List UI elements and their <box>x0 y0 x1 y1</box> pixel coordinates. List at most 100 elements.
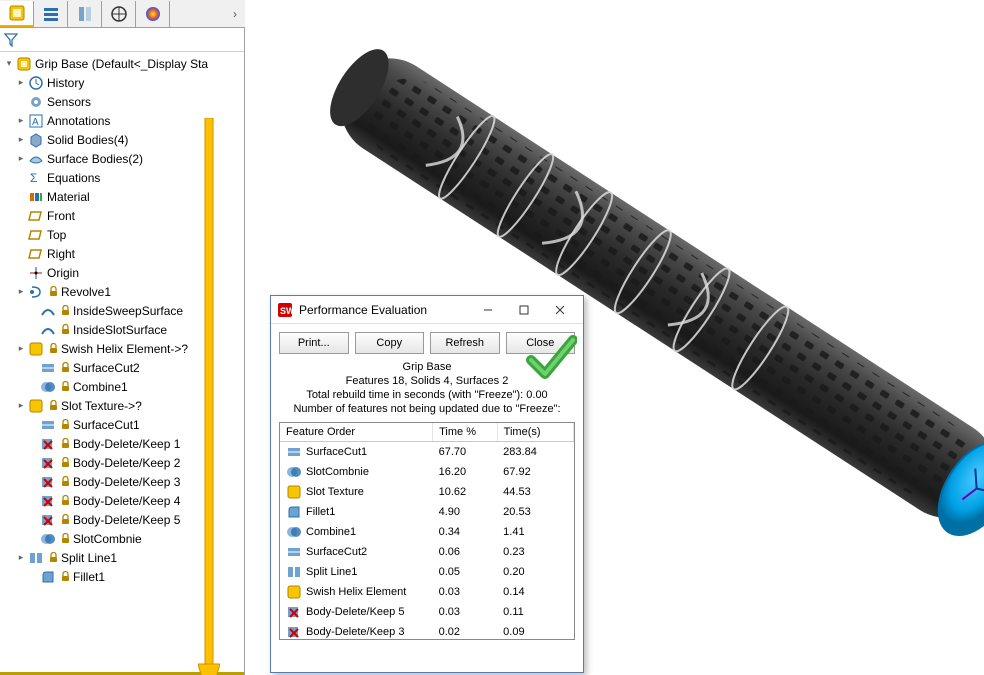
svg-text:Σ: Σ <box>30 171 37 185</box>
copy-button[interactable]: Copy <box>355 332 425 354</box>
tree-item[interactable]: ▸ Surface Bodies(2) <box>2 149 244 168</box>
sweep-icon <box>40 322 56 338</box>
tab-display-manager[interactable] <box>136 1 170 27</box>
sensor-icon <box>28 94 44 110</box>
plane-icon <box>28 246 44 262</box>
table-row[interactable]: Split Line10.050.20 <box>280 562 574 582</box>
tree-item[interactable]: SurfaceCut2 <box>2 358 244 377</box>
tree-item[interactable]: Top <box>2 225 244 244</box>
tree-item[interactable]: ▸Revolve1 <box>2 282 244 301</box>
split-icon <box>28 550 44 566</box>
tree-root[interactable]: ▾Grip Base (Default<_Display Sta <box>2 54 244 73</box>
table-row[interactable]: Fillet14.9020.53 <box>280 502 574 522</box>
expand-toggle[interactable]: ▸ <box>16 343 26 354</box>
window-close[interactable] <box>543 299 577 321</box>
origin-icon <box>28 265 44 281</box>
history-icon <box>28 75 44 91</box>
tab-dimxpert[interactable] <box>102 1 136 27</box>
table-row[interactable]: Slot Texture10.6244.53 <box>280 482 574 502</box>
tab-feature-tree[interactable] <box>0 1 34 27</box>
tree-item-label: Split Line1 <box>61 551 117 565</box>
tree-item[interactable]: Combine1 <box>2 377 244 396</box>
tree-item-label: Combine1 <box>73 380 128 394</box>
lock-icon <box>47 552 59 564</box>
filter-icon[interactable] <box>4 33 18 47</box>
table-row[interactable]: SlotCombnie16.2067.92 <box>280 462 574 482</box>
expand-toggle[interactable]: ▸ <box>16 286 26 297</box>
table-row[interactable]: SurfaceCut20.060.23 <box>280 542 574 562</box>
row-time-s: 0.14 <box>497 582 573 602</box>
lock-icon <box>47 343 59 355</box>
feature-tree[interactable]: ▾Grip Base (Default<_Display Sta▸History… <box>0 52 244 588</box>
window-minimize[interactable] <box>471 299 505 321</box>
tree-item[interactable]: Sensors <box>2 92 244 111</box>
tab-configuration-manager[interactable] <box>68 1 102 27</box>
tree-item[interactable]: ▸History <box>2 73 244 92</box>
tree-item[interactable]: Body-Delete/Keep 4 <box>2 491 244 510</box>
tree-item[interactable]: ▸Slot Texture->? <box>2 396 244 415</box>
tree-item[interactable]: ▸Swish Helix Element->? <box>2 339 244 358</box>
rebuild-time-table[interactable]: Feature Order Time % Time(s) SurfaceCut1… <box>279 422 575 640</box>
tree-item-label: Front <box>47 209 75 223</box>
print-button[interactable]: Print... <box>279 332 349 354</box>
tree-item[interactable]: ▸Solid Bodies(4) <box>2 130 244 149</box>
tree-item-label: Surface Bodies(2) <box>47 152 143 166</box>
tree-item[interactable]: ▸ Split Line1 <box>2 548 244 567</box>
tree-item[interactable]: Body-Delete/Keep 2 <box>2 453 244 472</box>
tree-item-label: InsideSlotSurface <box>73 323 167 337</box>
tabs-overflow[interactable]: › <box>225 7 245 21</box>
tree-item[interactable]: Right <box>2 244 244 263</box>
tree-root-label: Grip Base (Default<_Display Sta <box>35 57 208 71</box>
dialog-titlebar[interactable]: SW Performance Evaluation <box>271 296 583 324</box>
bodydel-icon <box>40 493 56 509</box>
tree-item[interactable]: InsideSweepSurface <box>2 301 244 320</box>
tree-item[interactable]: SurfaceCut1 <box>2 415 244 434</box>
table-row[interactable]: Combine10.341.41 <box>280 522 574 542</box>
lock-icon <box>59 495 71 507</box>
table-row[interactable]: Swish Helix Element0.030.14 <box>280 582 574 602</box>
bodydel-icon <box>40 512 56 528</box>
refresh-button[interactable]: Refresh <box>430 332 500 354</box>
bodydel-icon <box>286 624 302 640</box>
expand-toggle[interactable]: ▸ <box>16 400 26 411</box>
expand-toggle[interactable]: ▸ <box>16 153 26 164</box>
tree-item[interactable]: SlotCombnie <box>2 529 244 548</box>
col-time-s[interactable]: Time(s) <box>497 423 573 442</box>
tree-item-label: InsideSweepSurface <box>73 304 183 318</box>
col-feature-order[interactable]: Feature Order <box>280 423 433 442</box>
bodydel-icon <box>40 455 56 471</box>
expand-toggle[interactable]: ▸ <box>16 134 26 145</box>
expand-toggle[interactable]: ▸ <box>16 77 26 88</box>
tree-item-label: Body-Delete/Keep 2 <box>73 456 180 470</box>
table-row[interactable]: SurfaceCut167.70283.84 <box>280 442 574 463</box>
expand-toggle[interactable]: ▸ <box>16 552 26 563</box>
row-time-pct: 0.03 <box>433 582 498 602</box>
tree-item[interactable]: Material <box>2 187 244 206</box>
tree-item[interactable]: Body-Delete/Keep 3 <box>2 472 244 491</box>
tree-item[interactable]: InsideSlotSurface <box>2 320 244 339</box>
lock-icon <box>59 533 71 545</box>
table-row[interactable]: Body-Delete/Keep 30.020.09 <box>280 622 574 640</box>
lock-icon <box>59 438 71 450</box>
table-row[interactable]: Body-Delete/Keep 50.030.11 <box>280 602 574 622</box>
window-maximize[interactable] <box>507 299 541 321</box>
lock-icon <box>47 400 59 412</box>
row-time-s: 0.23 <box>497 542 573 562</box>
col-time-pct[interactable]: Time % <box>433 423 498 442</box>
tree-item[interactable]: ΣEquations <box>2 168 244 187</box>
dialog-summary: Grip Base Features 18, Solids 4, Surface… <box>271 360 583 422</box>
row-time-pct: 4.90 <box>433 502 498 522</box>
summary-line-4: Number of features not being updated due… <box>277 402 577 416</box>
expand-toggle[interactable]: ▸ <box>16 115 26 126</box>
row-time-pct: 16.20 <box>433 462 498 482</box>
tree-item[interactable]: Fillet1 <box>2 567 244 586</box>
row-time-s: 20.53 <box>497 502 573 522</box>
tree-item[interactable]: Body-Delete/Keep 1 <box>2 434 244 453</box>
svg-text:A: A <box>32 117 39 128</box>
tree-item[interactable]: Body-Delete/Keep 5 <box>2 510 244 529</box>
tree-item[interactable]: Origin <box>2 263 244 282</box>
tree-item[interactable]: Front <box>2 206 244 225</box>
tree-item[interactable]: ▸AAnnotations <box>2 111 244 130</box>
fillet-icon <box>286 504 302 520</box>
tab-property-manager[interactable] <box>34 1 68 27</box>
